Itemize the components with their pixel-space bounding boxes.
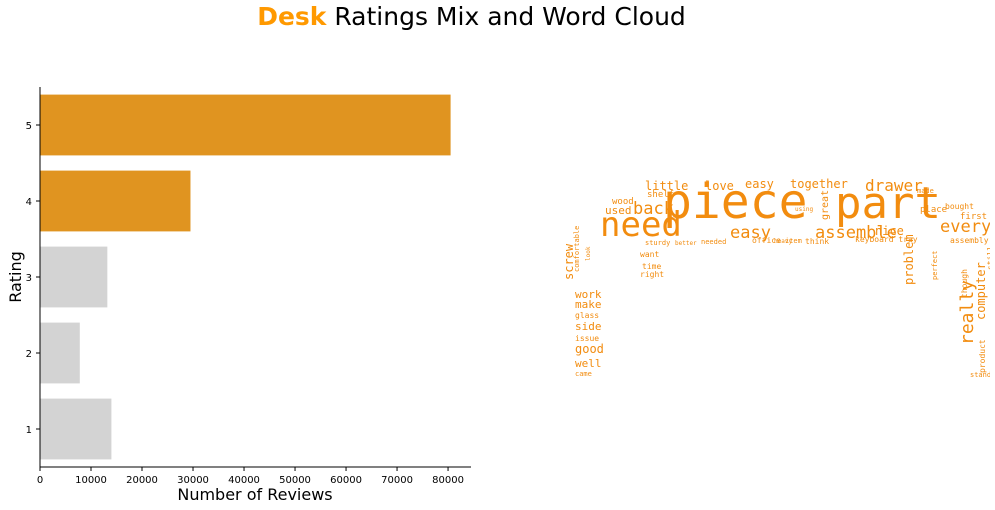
y-axis-label: Rating [6,251,25,303]
cloud-word: still [986,246,990,270]
cloud-word: piece [663,174,808,230]
cloud-word: together [790,177,848,191]
cloud-word: first [960,212,987,222]
title-accent: Desk [257,2,327,31]
x-tick-label: 30000 [177,475,209,486]
cloud-word: screw [562,243,576,280]
cloud-word: issue [575,334,599,343]
bar-rating-3 [40,246,108,308]
cloud-word: using [795,206,813,213]
cloud-word: computer [974,262,988,320]
cloud-word: office [752,236,781,245]
word-cloud: piece part need easy assemble everything back d… [562,174,990,379]
cloud-word: nice [875,224,904,238]
cloud-word: problem [902,234,916,285]
cloud-word: easy [730,223,771,243]
cloud-word: keyboard tray [855,235,918,244]
cloud-word: bought [945,202,974,211]
cloud-word: stand [970,371,990,379]
cloud-word: drawer [865,176,923,195]
cloud-word: shelf [647,190,674,200]
cloud-word: place [920,205,947,215]
cloud-word: love [705,179,734,193]
cloud-word: easy [745,177,774,191]
cloud-word: came [575,370,592,378]
cloud-word: look [585,246,592,261]
cloud-word: think [805,237,829,246]
y-ticks: 5 4 3 2 1 [26,121,40,436]
cloud-word: used [605,204,632,217]
cloud-word: well [575,357,602,370]
cloud-word: make [575,298,602,311]
cloud-word: better [675,240,697,247]
cloud-word: back [633,199,674,219]
x-tick-label: 50000 [279,475,311,486]
x-tick-label: 60000 [330,475,362,486]
cloud-word: heavy [774,238,792,245]
y-tick-label: 5 [26,121,32,132]
bars-group [40,94,451,460]
cloud-word: comfortable [573,226,581,272]
x-tick-label: 40000 [228,475,260,486]
title-rest: Ratings Mix and Word Cloud [334,2,686,31]
x-tick-label: 0 [37,475,43,486]
cloud-word: right [640,270,664,279]
word-cloud-words: piece part need easy assemble everything back d… [562,174,990,379]
bar-rating-5 [40,94,451,156]
x-tick-label: 10000 [75,475,107,486]
cloud-word: though [960,269,969,298]
chart-title: Desk Ratings Mix and Word Cloud [0,2,943,31]
x-tick-label: 70000 [381,475,413,486]
cloud-word: good [575,342,604,356]
cloud-word: everything [940,217,990,237]
cloud-word: item [785,237,802,245]
cloud-word: wood [612,197,634,207]
cloud-word: need [600,205,682,245]
cloud-word: assemble [815,223,897,243]
cloud-word: needed [701,238,726,246]
x-tick-label: 80000 [432,475,464,486]
y-tick-label: 2 [26,349,32,360]
cloud-word: product [978,339,987,373]
cloud-word: perfect [931,250,939,280]
cloud-word: side [575,320,602,333]
y-tick-label: 1 [26,425,32,436]
cloud-word: great [820,190,831,220]
x-tick-label: 20000 [126,475,158,486]
cloud-word: really [957,280,978,345]
cloud-word: little [645,179,688,193]
cloud-word: assembly [950,236,989,245]
bar-chart: 0 10000 20000 30000 40000 50000 60000 70000 8000… [6,87,471,504]
bar-rating-1 [40,398,112,460]
cloud-word: part [835,178,941,229]
y-tick-label: 4 [26,197,32,208]
bar-rating-4 [40,170,191,232]
cloud-word: glass [575,311,599,320]
x-ticks: 0 10000 20000 30000 40000 50000 60000 70000 8000… [37,467,464,486]
y-tick-label: 3 [26,273,32,284]
x-axis-label: Number of Reviews [177,485,332,504]
cloud-word: work [575,288,602,301]
cloud-word: made [917,187,934,195]
cloud-word: time [642,262,661,271]
cloud-word: sturdy [645,239,670,247]
cloud-word: want [640,250,659,259]
bar-rating-2 [40,322,80,384]
